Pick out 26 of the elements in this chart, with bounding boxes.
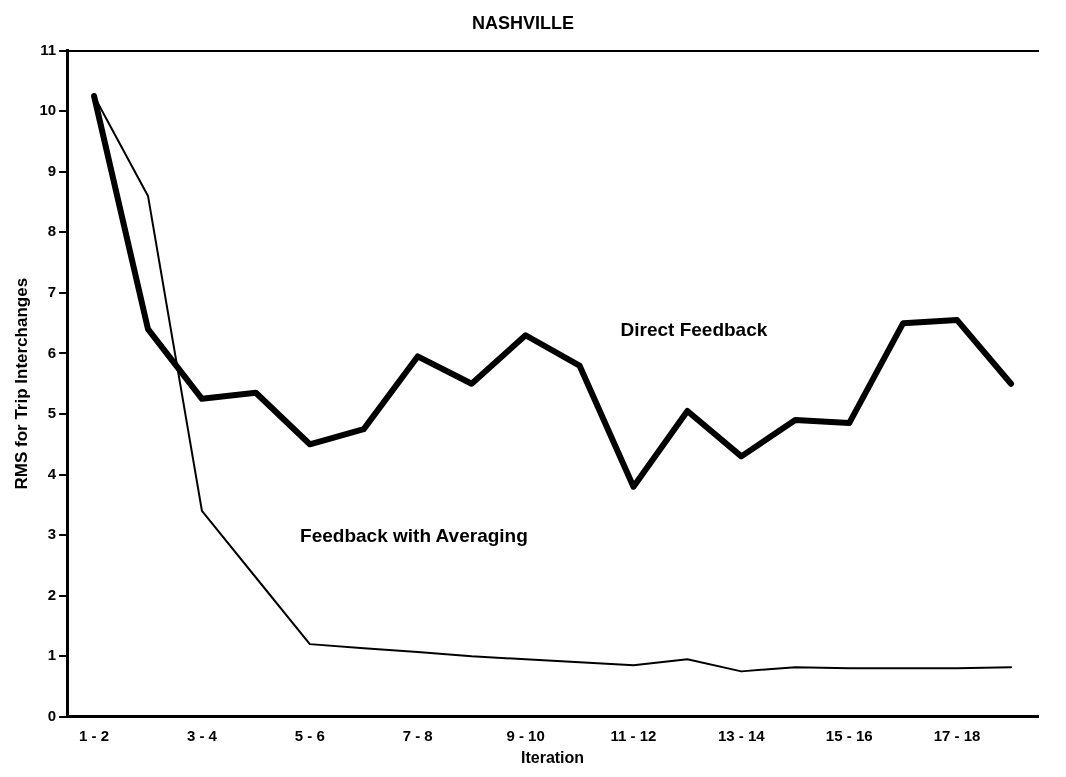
- y-tick-label: 10: [39, 101, 57, 119]
- y-tick-label: 6: [47, 343, 57, 361]
- y-tick-label: 7: [47, 283, 57, 300]
- y-axis-title: RMS for Trip Interchanges: [11, 277, 31, 490]
- x-tick-label: 9 - 10: [506, 726, 545, 744]
- y-tick-label: 2: [47, 585, 57, 603]
- text: Feedback with Averaging: [300, 525, 528, 547]
- y-tick-label: 3: [47, 525, 57, 543]
- x-tick-label: 13 - 14: [717, 726, 766, 744]
- y-tick-label: 0: [47, 706, 57, 724]
- x-tick-label: 17 - 18: [933, 726, 981, 744]
- text: Direct Feedback: [620, 318, 768, 340]
- chart-title: NASHVILLE: [471, 12, 575, 33]
- y-tick-label: 11: [40, 40, 57, 58]
- y-tick-label: 9: [47, 161, 57, 179]
- y-tick-label: 5: [47, 404, 57, 422]
- y-tick-label: 4: [47, 464, 57, 482]
- y-tick-label: 8: [47, 222, 57, 240]
- x-tick-label: 11 - 12: [610, 726, 657, 744]
- x-tick-label: 3 - 4: [186, 726, 218, 744]
- x-axis-title: Iteration: [520, 748, 585, 766]
- x-tick-label: 1 - 2: [79, 726, 110, 744]
- x-tick-label: 7 - 8: [402, 726, 433, 744]
- y-tick-label: 1: [47, 646, 57, 664]
- x-tick-label: 5 - 6: [294, 726, 325, 744]
- x-tick-label: 15 - 16: [825, 726, 873, 744]
